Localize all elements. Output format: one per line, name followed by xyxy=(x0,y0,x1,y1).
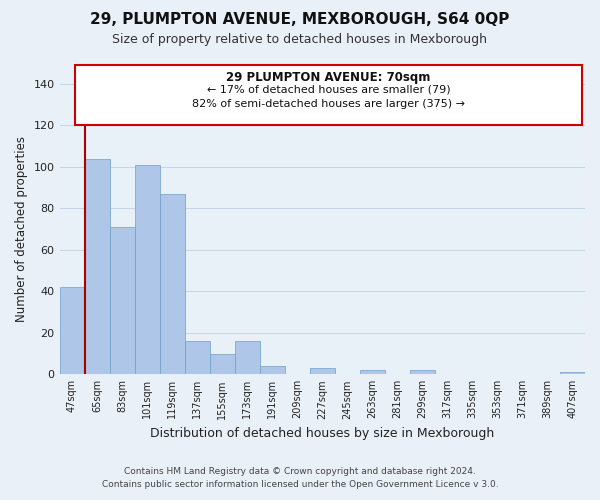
Bar xyxy=(185,341,209,374)
Bar xyxy=(209,354,235,374)
Bar xyxy=(410,370,435,374)
Text: Size of property relative to detached houses in Mexborough: Size of property relative to detached ho… xyxy=(113,32,487,46)
Text: 82% of semi-detached houses are larger (375) →: 82% of semi-detached houses are larger (… xyxy=(192,98,465,108)
Text: ← 17% of detached houses are smaller (79): ← 17% of detached houses are smaller (79… xyxy=(206,85,451,95)
Bar xyxy=(59,287,85,374)
Bar xyxy=(85,158,110,374)
Bar xyxy=(134,165,160,374)
Bar xyxy=(160,194,185,374)
Y-axis label: Number of detached properties: Number of detached properties xyxy=(15,136,28,322)
Text: 29, PLUMPTON AVENUE, MEXBOROUGH, S64 0QP: 29, PLUMPTON AVENUE, MEXBOROUGH, S64 0QP xyxy=(91,12,509,28)
Bar xyxy=(235,341,260,374)
Bar xyxy=(310,368,335,374)
Text: Contains public sector information licensed under the Open Government Licence v : Contains public sector information licen… xyxy=(101,480,499,489)
Text: Contains HM Land Registry data © Crown copyright and database right 2024.: Contains HM Land Registry data © Crown c… xyxy=(124,467,476,476)
Text: 29 PLUMPTON AVENUE: 70sqm: 29 PLUMPTON AVENUE: 70sqm xyxy=(226,72,431,85)
Bar xyxy=(360,370,385,374)
Bar xyxy=(560,372,585,374)
X-axis label: Distribution of detached houses by size in Mexborough: Distribution of detached houses by size … xyxy=(150,427,494,440)
Bar xyxy=(260,366,285,374)
Bar xyxy=(110,227,134,374)
